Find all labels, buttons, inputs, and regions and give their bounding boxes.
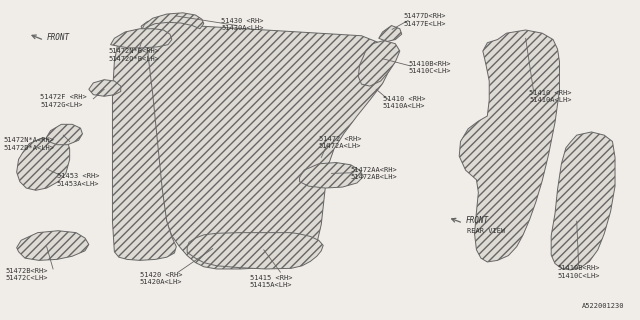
Polygon shape [551,132,615,270]
Polygon shape [17,231,89,260]
Polygon shape [379,26,402,42]
Text: 51410 <RH>
51410A<LH>: 51410 <RH> 51410A<LH> [529,90,572,103]
Polygon shape [111,29,172,48]
Text: 51472B<RH>
51472C<LH>: 51472B<RH> 51472C<LH> [6,268,48,282]
Text: FRONT: FRONT [466,216,489,225]
Text: A522001230: A522001230 [582,303,625,309]
Text: 51472N*B<RH>
51472O*B<LH>: 51472N*B<RH> 51472O*B<LH> [108,48,159,62]
Text: 51410 <RH>
51410A<LH>: 51410 <RH> 51410A<LH> [383,96,425,109]
Polygon shape [141,13,204,31]
Polygon shape [89,80,121,96]
Text: 51453 <RH>
51453A<LH>: 51453 <RH> 51453A<LH> [57,173,99,187]
Text: 51472N*A<RH>
51472D*A<LH>: 51472N*A<RH> 51472D*A<LH> [4,137,55,151]
Text: 51472AA<RH>
51472AB<LH>: 51472AA<RH> 51472AB<LH> [351,167,397,180]
Text: 51472 <RH>
51472A<LH>: 51472 <RH> 51472A<LH> [319,136,361,149]
Polygon shape [141,17,394,269]
Polygon shape [358,41,400,86]
Text: REAR VIEW: REAR VIEW [467,228,505,234]
Polygon shape [17,138,70,190]
Text: 51477D<RH>
51477E<LH>: 51477D<RH> 51477E<LH> [403,13,445,27]
Text: 51472F <RH>
51472G<LH>: 51472F <RH> 51472G<LH> [40,94,87,108]
Text: 51410B<RH>
51410C<LH>: 51410B<RH> 51410C<LH> [557,265,600,279]
Polygon shape [300,163,364,188]
Text: 51410B<RH>
51410C<LH>: 51410B<RH> 51410C<LH> [408,61,451,74]
Text: 51430 <RH>
51430A<LH>: 51430 <RH> 51430A<LH> [221,18,264,31]
Text: FRONT: FRONT [47,34,70,43]
Polygon shape [187,233,323,269]
Polygon shape [460,30,559,262]
Polygon shape [47,124,83,145]
Text: 51420 <RH>
51420A<LH>: 51420 <RH> 51420A<LH> [140,272,182,285]
Polygon shape [113,30,176,260]
Text: 51415 <RH>
51415A<LH>: 51415 <RH> 51415A<LH> [250,275,292,288]
